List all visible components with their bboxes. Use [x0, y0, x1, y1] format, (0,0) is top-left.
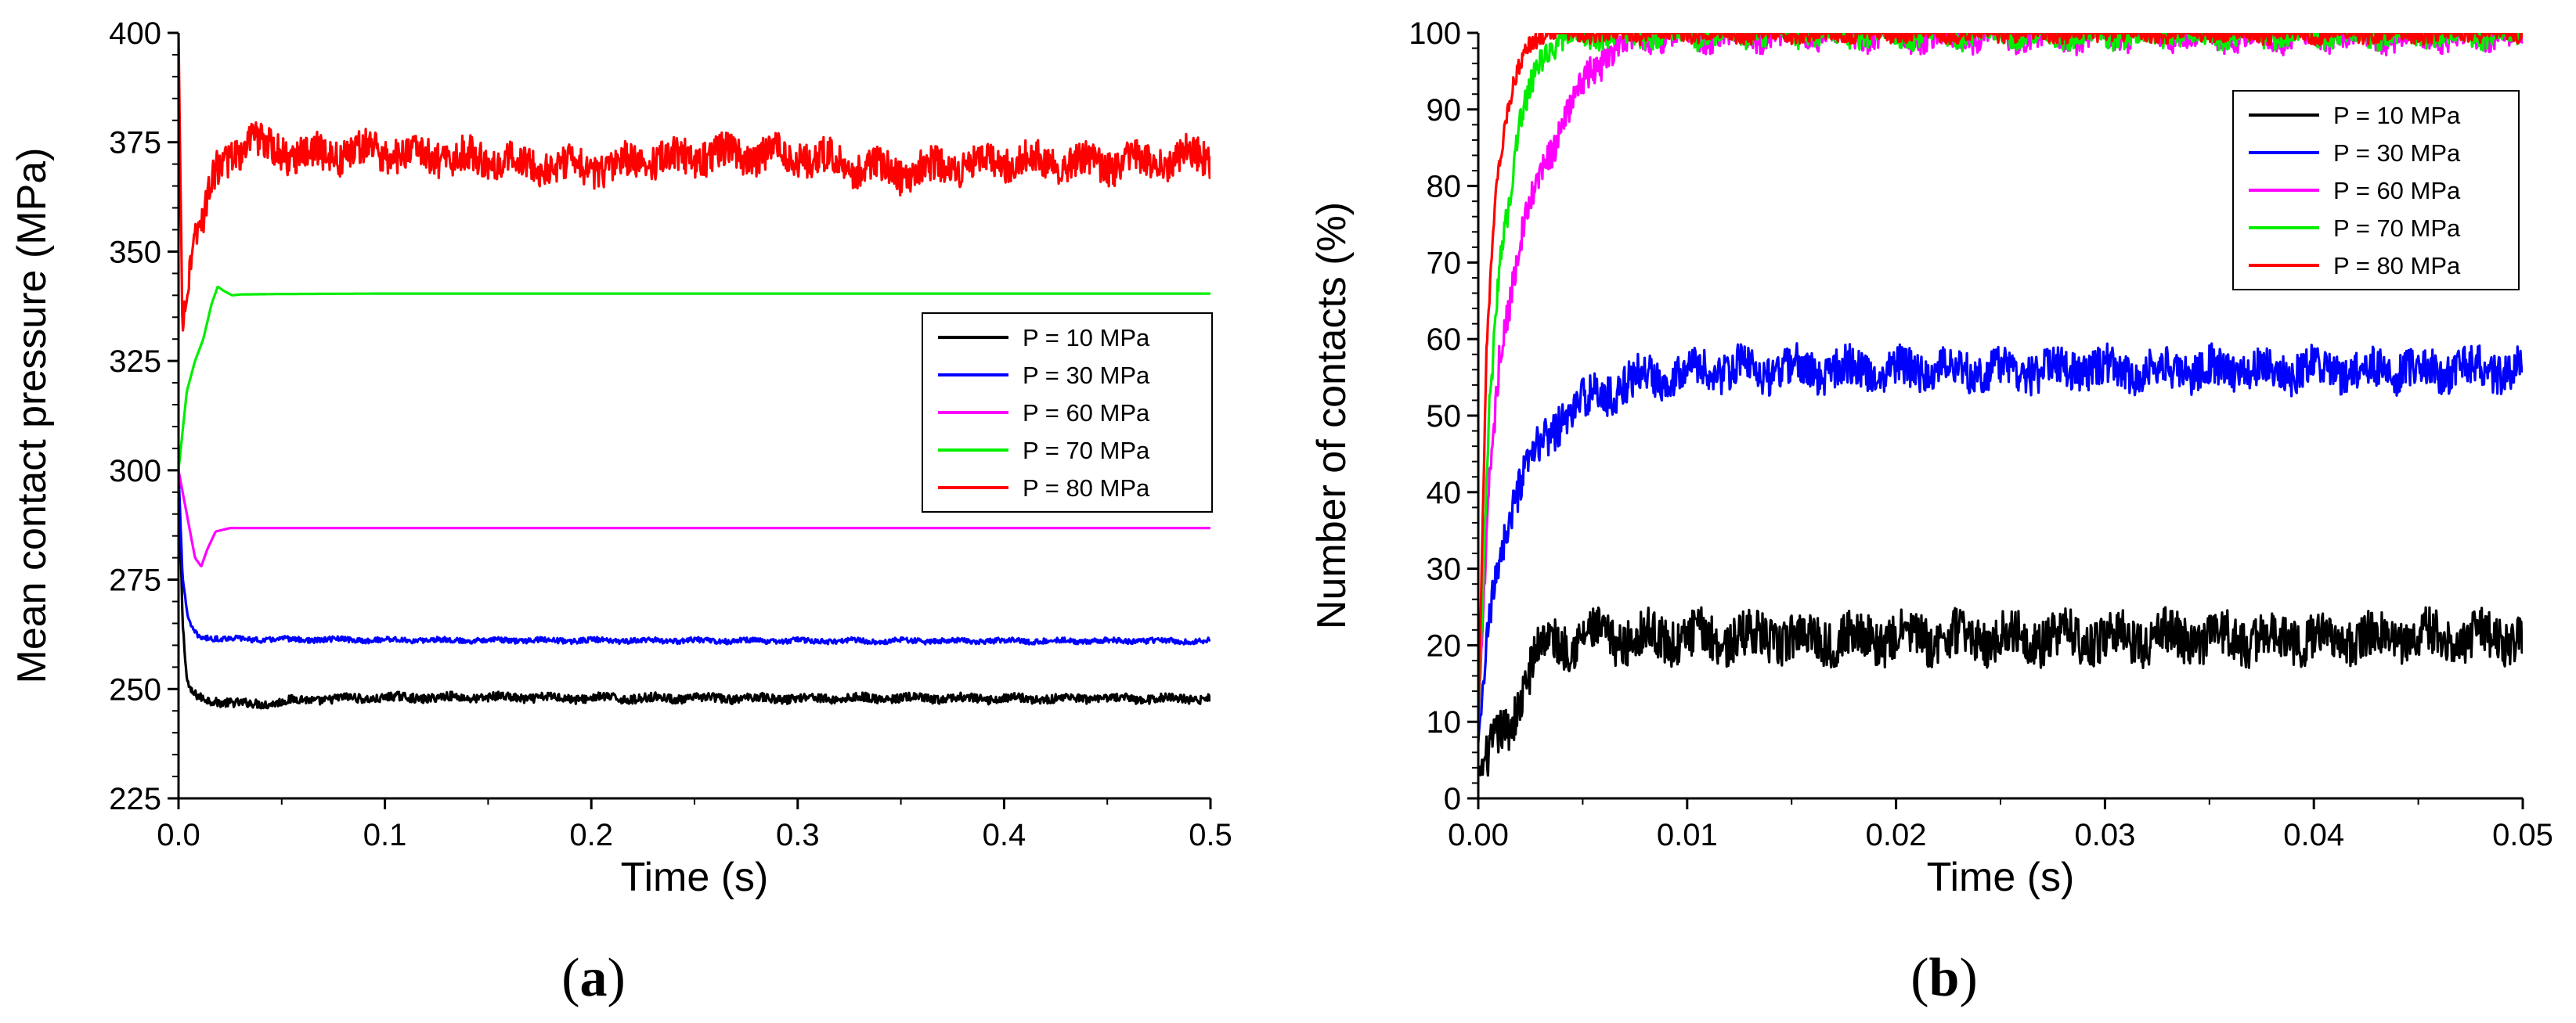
- chart-panel-b: 0 10 20 30 40 50 60 70 80 90 100 0.00 0.01 0.02 0.03 0.…: [1309, 16, 2553, 900]
- y-axis-title: Mean contact pressure (MPa): [9, 148, 55, 684]
- y-tick-label: 60: [1427, 322, 1462, 357]
- legend-label: P = 60 MPa: [2333, 177, 2461, 204]
- x-tick-label: 0.2: [569, 818, 613, 852]
- x-tick-label: 0.03: [2074, 818, 2135, 852]
- y-tick-label: 300: [109, 454, 161, 488]
- x-tick-label: 0.02: [1866, 818, 1927, 852]
- panel-label-a-letter: a: [580, 948, 608, 1008]
- y-tick-label: 80: [1427, 170, 1462, 204]
- legend-label: P = 80 MPa: [2333, 252, 2461, 279]
- y-tick-label: 90: [1427, 93, 1462, 128]
- y-tick-label: 100: [1409, 16, 1461, 51]
- y-axis-title: Number of contacts (%): [1309, 202, 1355, 629]
- y-tick-label: 350: [109, 235, 161, 269]
- x-tick-label: 0.05: [2492, 818, 2553, 852]
- panel-label-a: (a): [561, 948, 626, 1008]
- legend-label: P = 70 MPa: [1023, 437, 1150, 464]
- x-axis-title: Time (s): [621, 855, 769, 900]
- legend-label: P = 10 MPa: [2333, 102, 2461, 129]
- x-tick-label: 0.00: [1448, 818, 1509, 852]
- x-tick-label: 0.04: [2283, 818, 2344, 852]
- x-tick-label: 0.0: [157, 818, 200, 852]
- y-tick-label: 50: [1427, 399, 1462, 434]
- y-tick-label: 10: [1427, 705, 1462, 740]
- x-tick-label: 0.1: [363, 818, 407, 852]
- x-tick-label: 0.01: [1657, 818, 1718, 852]
- series-line-70-mpa: [179, 286, 1210, 471]
- x-tick-label: 0.3: [776, 818, 820, 852]
- legend-label: P = 70 MPa: [2333, 214, 2461, 242]
- series-line-10-mpa: [179, 470, 1210, 710]
- series-line-80-mpa: [179, 33, 1210, 332]
- series-line-30-mpa: [1478, 342, 2523, 744]
- legend-label: P = 10 MPa: [1023, 324, 1150, 351]
- x-tick-label: 0.5: [1189, 818, 1232, 852]
- y-tick-label: 275: [109, 564, 161, 598]
- legend-label: P = 30 MPa: [1023, 362, 1150, 389]
- y-tick-label: 0: [1444, 782, 1461, 816]
- y-tick-label: 250: [109, 672, 161, 707]
- series-line-80-mpa: [1478, 33, 2523, 722]
- y-tick-label: 325: [109, 344, 161, 379]
- y-tick-label: 375: [109, 126, 161, 160]
- panel-label-b-close: ): [1959, 948, 1977, 1008]
- chart-panel-a: 225 250 275 300 325 350 375 400 0.0 0.1 0.2 0.3 0.4 0…: [9, 16, 1232, 900]
- series-line-60-mpa: [179, 470, 1210, 567]
- y-tick-label: 20: [1427, 629, 1462, 663]
- legend-label: P = 80 MPa: [1023, 474, 1150, 502]
- panel-label-a-open: (: [561, 948, 579, 1008]
- panel-label-b-open: (: [1910, 948, 1928, 1008]
- legend-label: P = 30 MPa: [2333, 139, 2461, 167]
- y-tick-label: 70: [1427, 246, 1462, 280]
- y-tick-label: 400: [109, 16, 161, 51]
- series-line-10-mpa: [1478, 606, 2523, 777]
- panel-label-b: (b): [1910, 948, 1978, 1008]
- y-tick-label: 30: [1427, 553, 1462, 587]
- y-tick-label: 225: [109, 782, 161, 816]
- x-axis-title: Time (s): [1927, 855, 2075, 900]
- y-tick-label: 40: [1427, 476, 1462, 510]
- series-line-30-mpa: [179, 470, 1210, 646]
- panel-label-a-close: ): [608, 948, 626, 1008]
- panel-label-b-letter: b: [1929, 948, 1960, 1008]
- legend-label: P = 60 MPa: [1023, 399, 1150, 427]
- series-group: [179, 33, 1210, 710]
- series-group: [1478, 33, 2523, 777]
- x-tick-label: 0.4: [983, 818, 1026, 852]
